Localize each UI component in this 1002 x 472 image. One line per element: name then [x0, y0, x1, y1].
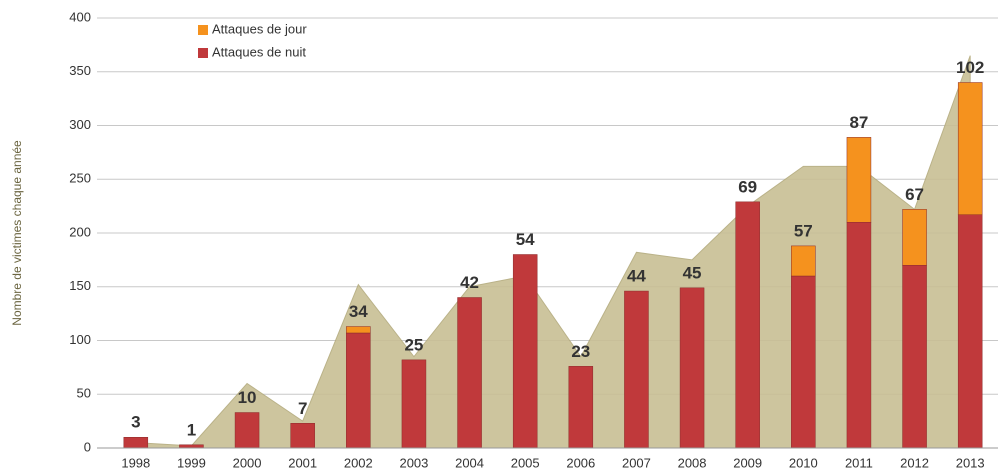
bar-segment — [234, 412, 260, 449]
legend-label: Attaques de nuit — [212, 44, 306, 59]
y-axis-label: Nombre de victimes chaque année — [10, 140, 24, 326]
bar-segment — [957, 82, 983, 215]
bar-annotation: 87 — [849, 113, 868, 132]
bar-annotation: 10 — [238, 388, 257, 407]
bar-segment — [791, 275, 816, 449]
bar-segment — [846, 222, 872, 449]
x-tick-label: 2005 — [511, 455, 540, 470]
x-tick-label: 2006 — [566, 455, 595, 470]
x-tick-label: 2010 — [789, 455, 818, 470]
x-tick-label: 2000 — [233, 455, 262, 470]
bar-segment — [346, 332, 371, 449]
y-tick-label: 100 — [69, 332, 91, 347]
legend-label: Attaques de jour — [212, 21, 307, 36]
y-tick-label: 250 — [69, 171, 91, 186]
bar-annotation: 1 — [187, 420, 196, 439]
bar-annotation: 34 — [349, 302, 368, 321]
x-tick-label: 1999 — [177, 455, 206, 470]
bar-segment — [123, 437, 149, 449]
x-tick-label: 2002 — [344, 455, 373, 470]
bar-annotation: 3 — [131, 413, 140, 432]
x-tick-label: 2012 — [900, 455, 929, 470]
y-tick-label: 200 — [69, 224, 91, 239]
x-tick-label: 2011 — [845, 455, 873, 470]
bar-annotation: 69 — [738, 177, 757, 196]
y-tick-label: 50 — [77, 386, 91, 401]
legend-swatch — [198, 25, 208, 35]
x-tick-label: 2008 — [678, 455, 707, 470]
bar-annotation: 45 — [683, 263, 702, 282]
x-tick-label: 2013 — [956, 455, 985, 470]
y-tick-label: 350 — [69, 63, 91, 78]
bar-annotation: 57 — [794, 221, 813, 240]
bar-annotation: 44 — [627, 267, 646, 286]
bar-annotation: 102 — [956, 58, 984, 77]
bar-segment — [846, 137, 872, 223]
bar-segment — [679, 287, 705, 449]
bar-segment — [568, 366, 594, 449]
bar-segment — [401, 359, 427, 449]
x-tick-label: 2009 — [733, 455, 762, 470]
bar-segment — [902, 209, 927, 266]
x-tick-label: 2004 — [455, 455, 484, 470]
y-tick-label: 400 — [69, 9, 91, 24]
bar-segment — [791, 245, 816, 277]
bar-segment — [290, 423, 315, 449]
bar-annotation: 42 — [460, 273, 479, 292]
x-tick-label: 2003 — [399, 455, 428, 470]
bar-segment — [512, 254, 538, 449]
bar-annotation: 54 — [516, 230, 535, 249]
y-tick-label: 300 — [69, 117, 91, 132]
y-tick-label: 150 — [69, 278, 91, 293]
x-tick-label: 2007 — [622, 455, 651, 470]
bar-annotation: 23 — [571, 342, 590, 361]
x-tick-label: 1998 — [121, 455, 150, 470]
bar-segment — [735, 201, 760, 449]
bar-segment — [624, 290, 649, 449]
bar-segment — [457, 297, 482, 449]
area — [135, 55, 971, 449]
bar-annotation: 7 — [298, 399, 307, 418]
bar-segment — [346, 326, 371, 334]
bar-segment — [957, 214, 983, 449]
x-tick-label: 2001 — [288, 455, 317, 470]
bar-segment — [902, 265, 927, 449]
legend-swatch — [198, 48, 208, 58]
bar-annotation: 25 — [404, 335, 423, 354]
y-tick-label: 0 — [84, 439, 91, 454]
bar-annotation: 67 — [905, 185, 924, 204]
